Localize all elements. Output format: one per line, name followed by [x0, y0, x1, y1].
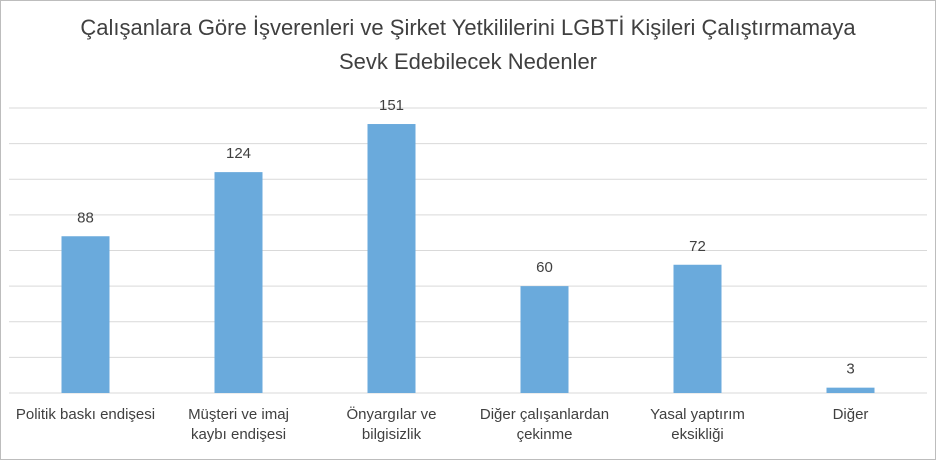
data-label: 151 — [379, 97, 404, 114]
data-label: 60 — [536, 259, 553, 276]
x-tick-label: Politik baskı endişesi — [15, 406, 156, 423]
bar — [367, 124, 416, 393]
x-tick-label: Diğer çalışanlardan çekinme — [479, 406, 610, 443]
bar — [826, 387, 875, 393]
bar — [520, 286, 569, 393]
bar — [673, 264, 722, 393]
data-label: 124 — [226, 145, 251, 162]
x-tick-label: Önyargılar ve bilgisizlik — [346, 406, 437, 443]
x-tick-label: Müşteri ve imaj kaybı endişesi — [188, 406, 289, 443]
bar — [214, 172, 263, 393]
x-tick-label: Diğer — [832, 406, 869, 423]
data-label: 3 — [846, 361, 854, 378]
x-tick-label: Yasal yaptırım eksikliği — [650, 406, 745, 443]
data-label: 72 — [689, 238, 706, 255]
data-label: 88 — [77, 209, 94, 226]
bar — [61, 236, 110, 393]
chart-title: Çalışanlara Göre İşverenleri ve Şirket Y… — [80, 15, 856, 74]
